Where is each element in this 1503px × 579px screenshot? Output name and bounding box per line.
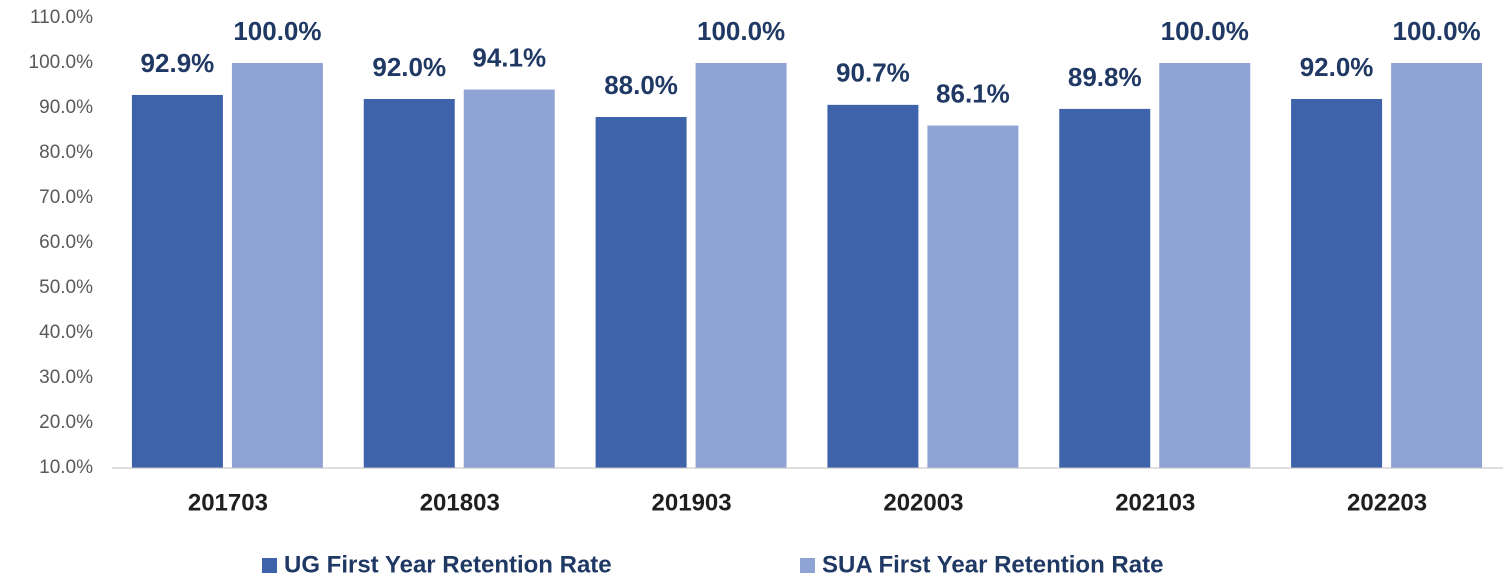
y-tick-label: 20.0% <box>39 412 93 433</box>
bar <box>927 125 1019 469</box>
value-label: 100.0% <box>1161 16 1249 46</box>
legend-label: SUA First Year Retention Rate <box>822 551 1163 578</box>
value-label: 100.0% <box>233 16 321 46</box>
bar <box>463 89 555 469</box>
bar <box>231 63 323 468</box>
x-tick-label: 202203 <box>1347 489 1427 516</box>
value-label: 89.8% <box>1068 62 1142 92</box>
y-tick-label: 100.0% <box>29 52 94 73</box>
value-label: 100.0% <box>697 16 785 46</box>
x-tick-label: 202003 <box>883 489 963 516</box>
bar <box>1159 63 1251 468</box>
bar <box>1059 108 1151 469</box>
y-tick-label: 80.0% <box>39 142 93 163</box>
legend-swatch <box>800 558 815 573</box>
y-tick-label: 50.0% <box>39 277 93 298</box>
bar <box>363 99 455 468</box>
legend-swatch <box>262 558 277 573</box>
value-label: 94.1% <box>472 42 546 72</box>
bar <box>1391 63 1483 468</box>
bar <box>595 117 687 468</box>
value-label: 90.7% <box>836 58 910 88</box>
value-label: 92.0% <box>372 52 446 82</box>
y-tick-label: 40.0% <box>39 322 93 343</box>
x-tick-label: 201803 <box>420 489 500 516</box>
y-tick-label: 90.0% <box>39 97 93 118</box>
legend-label: UG First Year Retention Rate <box>284 551 612 578</box>
bar <box>827 104 919 468</box>
value-label: 92.9% <box>141 48 215 78</box>
value-label: 100.0% <box>1392 16 1480 46</box>
y-tick-label: 30.0% <box>39 367 93 388</box>
y-tick-label: 60.0% <box>39 232 93 253</box>
value-label: 86.1% <box>936 78 1010 108</box>
x-tick-label: 201903 <box>652 489 732 516</box>
value-label: 92.0% <box>1300 52 1374 82</box>
bar <box>131 94 223 468</box>
bar <box>695 63 787 468</box>
x-tick-label: 202103 <box>1115 489 1195 516</box>
y-tick-label: 110.0% <box>30 7 93 28</box>
value-label: 88.0% <box>604 70 678 100</box>
x-tick-label: 201703 <box>188 489 268 516</box>
bar <box>1291 99 1383 468</box>
y-tick-label: 10.0% <box>39 457 93 478</box>
y-tick-label: 70.0% <box>39 187 93 208</box>
